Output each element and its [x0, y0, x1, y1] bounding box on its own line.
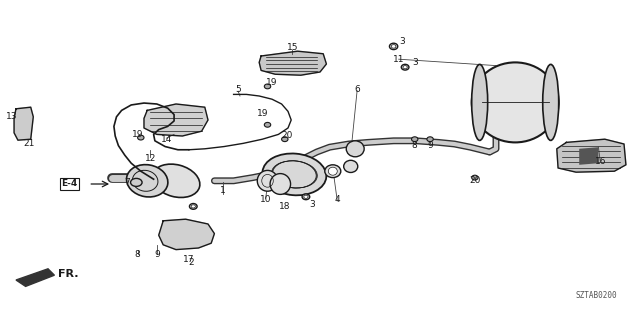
Polygon shape [159, 219, 214, 250]
Text: 6: 6 [355, 85, 360, 94]
Text: 20: 20 [281, 132, 292, 140]
Text: 8: 8 [412, 141, 417, 150]
Polygon shape [144, 104, 208, 136]
Text: 2: 2 [188, 258, 193, 267]
Text: 8: 8 [135, 250, 140, 259]
Ellipse shape [262, 154, 326, 195]
Ellipse shape [302, 194, 310, 200]
Text: 5: 5 [236, 85, 241, 94]
Text: 7: 7 [124, 178, 129, 187]
Text: FR.: FR. [58, 268, 78, 279]
Text: 17: 17 [183, 255, 195, 264]
Polygon shape [16, 269, 54, 286]
Ellipse shape [472, 62, 559, 142]
Text: 16: 16 [595, 157, 606, 166]
Text: 15: 15 [287, 43, 298, 52]
Ellipse shape [257, 170, 278, 191]
Text: 19: 19 [266, 78, 278, 87]
Text: 3: 3 [399, 37, 404, 46]
Ellipse shape [138, 135, 144, 140]
Ellipse shape [127, 164, 168, 197]
Ellipse shape [472, 64, 488, 140]
Ellipse shape [389, 43, 398, 50]
Text: 10: 10 [260, 196, 271, 204]
Ellipse shape [131, 178, 142, 186]
Text: SZTAB0200: SZTAB0200 [576, 291, 618, 300]
Ellipse shape [189, 204, 197, 209]
Ellipse shape [401, 64, 409, 70]
Polygon shape [557, 139, 626, 172]
Ellipse shape [304, 195, 308, 198]
Ellipse shape [346, 141, 364, 157]
Text: 13: 13 [6, 112, 17, 121]
Text: 18: 18 [279, 202, 291, 211]
Ellipse shape [191, 205, 195, 208]
Ellipse shape [282, 137, 288, 141]
Ellipse shape [427, 137, 433, 141]
Text: 9: 9 [428, 141, 433, 150]
Polygon shape [579, 147, 598, 165]
Text: 3: 3 [309, 200, 314, 209]
Polygon shape [14, 107, 33, 140]
Ellipse shape [325, 165, 341, 178]
Ellipse shape [472, 175, 478, 180]
Text: 14: 14 [161, 135, 172, 144]
Ellipse shape [270, 173, 291, 194]
Text: E-4: E-4 [61, 180, 77, 188]
Text: 11: 11 [393, 55, 404, 64]
Ellipse shape [328, 167, 337, 175]
Polygon shape [259, 51, 326, 75]
Text: 1: 1 [220, 186, 225, 195]
Ellipse shape [264, 84, 271, 89]
Text: 19: 19 [132, 130, 143, 139]
Ellipse shape [344, 160, 358, 172]
Ellipse shape [391, 44, 396, 48]
Ellipse shape [152, 164, 200, 197]
Ellipse shape [264, 122, 271, 127]
Text: 20: 20 [469, 176, 481, 185]
Text: 12: 12 [145, 154, 156, 163]
Text: 3: 3 [412, 58, 417, 67]
Text: 21: 21 [24, 140, 35, 148]
Text: 9: 9 [154, 250, 159, 259]
Ellipse shape [403, 66, 407, 69]
Text: 19: 19 [257, 109, 268, 118]
Ellipse shape [543, 64, 559, 140]
Text: 4: 4 [335, 196, 340, 204]
Ellipse shape [412, 137, 418, 141]
